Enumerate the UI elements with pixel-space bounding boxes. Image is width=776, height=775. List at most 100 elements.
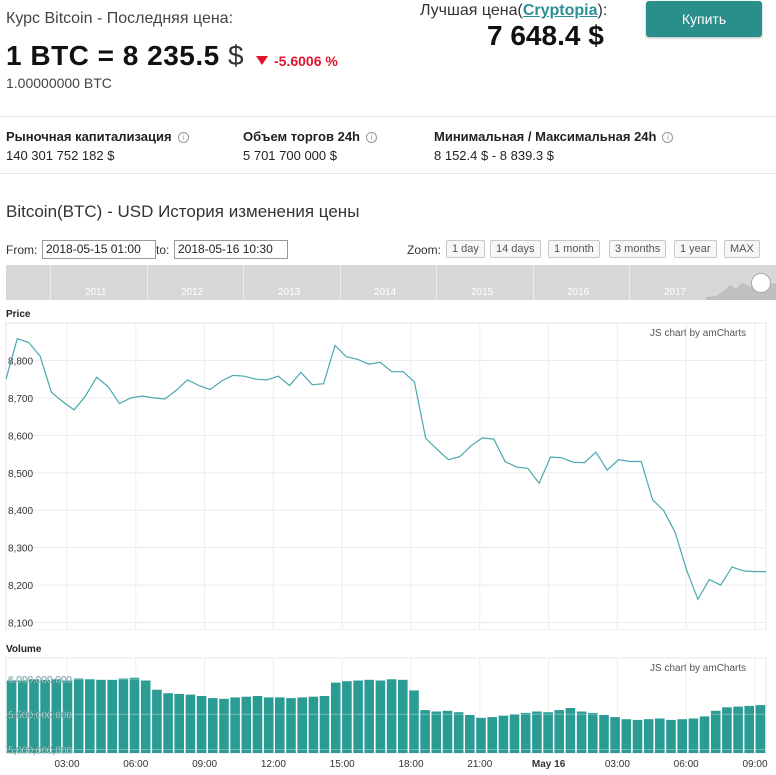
volume-bar — [655, 718, 665, 753]
zoom-14-days-button[interactable]: 14 days — [490, 240, 541, 258]
chart-navigator[interactable]: 2011 2012 2013 2014 2015 2016 2017 — [6, 265, 776, 300]
best-price-label-suffix: ): — [597, 2, 608, 19]
volume-bar — [465, 715, 475, 753]
volume-bar — [744, 705, 754, 753]
y-tick-label: 6,000,000,000 — [8, 675, 72, 686]
volume-bar — [330, 682, 341, 753]
navigator-year: 2012 — [181, 287, 204, 298]
navigator-divider — [147, 265, 148, 300]
y-tick-label: 8,300 — [8, 544, 33, 555]
volume-bar — [364, 679, 374, 753]
volume-bar — [453, 712, 464, 753]
price-panel-title: Price — [6, 309, 31, 320]
volume-bar — [722, 707, 732, 753]
navigator-year: 2015 — [471, 287, 494, 298]
volume-bar — [40, 679, 50, 753]
navigator-divider — [243, 265, 244, 300]
info-icon[interactable]: i — [662, 132, 674, 143]
from-date-input[interactable]: 2018-05-15 01:00 — [42, 240, 156, 259]
navigator-divider — [50, 265, 51, 300]
volume-24h-value: 5 701 700 000 $ — [243, 148, 337, 163]
y-tick-label: 8,100 — [8, 619, 33, 630]
buy-button[interactable]: Купить — [646, 1, 762, 37]
volume-bar — [588, 712, 598, 753]
volume-bar — [520, 712, 531, 753]
chart-credit[interactable]: JS chart by amCharts — [650, 328, 747, 339]
volume-24h-label: Объем торгов 24h i — [243, 129, 377, 144]
volume-bar — [543, 712, 553, 753]
y-tick-label: 8,400 — [8, 506, 33, 517]
volume-bar — [487, 717, 497, 753]
zoom-3-months-button[interactable]: 3 months — [609, 240, 667, 258]
volume-bar — [610, 717, 620, 753]
volume-bar — [599, 715, 609, 753]
to-date-input[interactable]: 2018-05-16 10:30 — [174, 240, 288, 259]
volume-bar — [6, 680, 17, 753]
plot-area — [5, 657, 767, 754]
volume-bar — [118, 678, 129, 753]
volume-bar — [554, 710, 564, 753]
info-icon[interactable]: i — [177, 132, 189, 143]
zoom-1-year-button[interactable]: 1 year — [674, 240, 717, 258]
volume-bar — [140, 680, 151, 753]
x-tick-label: 03:00 — [54, 759, 79, 770]
volume-bar — [532, 711, 542, 753]
volume-bar — [241, 696, 252, 753]
volume-bar — [185, 694, 196, 753]
y-tick-label: 8,800 — [8, 356, 33, 367]
volume-bar — [420, 710, 430, 753]
best-price-label: Лучшая цена(Cryptopia): — [420, 2, 607, 20]
volume-bar — [565, 708, 576, 753]
volume-bar — [733, 706, 743, 753]
volume-bar — [230, 697, 240, 753]
zoom-1-month-button[interactable]: 1 month — [548, 240, 600, 258]
volume-bar — [275, 697, 285, 753]
navigator-handle[interactable] — [751, 273, 771, 293]
volume-bar — [219, 698, 229, 753]
volume-bar — [62, 680, 73, 753]
volume-24h-label-text: Объем торгов 24h — [243, 129, 360, 144]
volume-bar — [677, 719, 687, 753]
y-tick-label: 8,500 — [8, 469, 33, 480]
navigator-divider — [436, 265, 437, 300]
x-tick-label: 15:00 — [330, 759, 355, 770]
price-line — [5, 337, 766, 601]
volume-bar — [688, 718, 699, 753]
info-icon[interactable]: i — [366, 132, 377, 143]
volume-panel-title: Volume — [6, 644, 42, 655]
volume-bar — [442, 710, 453, 753]
volume-bar — [476, 717, 486, 753]
volume-bar — [386, 679, 397, 753]
volume-bar — [319, 696, 330, 753]
y-tick-label: 8,700 — [8, 394, 33, 405]
volume-bar — [643, 719, 654, 753]
zoom-1-day-button[interactable]: 1 day — [446, 240, 485, 258]
x-tick-label: 06:00 — [674, 759, 699, 770]
volume-bar — [252, 696, 263, 753]
volume-bar — [29, 679, 39, 753]
volume-bar — [85, 679, 95, 753]
price-change-value: -5.6006 % — [274, 53, 338, 69]
exchange-link[interactable]: Cryptopia — [522, 2, 598, 19]
chart-section-title: Bitcoin(BTC) - USD История изменения цен… — [6, 202, 360, 221]
to-label: to: — [156, 243, 170, 257]
plot-area — [5, 322, 767, 630]
zoom-max-button[interactable]: MAX — [724, 240, 760, 258]
y-tick-label: 8,200 — [8, 581, 33, 592]
chart-credit[interactable]: JS chart by amCharts — [650, 663, 747, 674]
price-chart: 8,100 8,200 8,300 8,400 8,500 8,600 8,700 8,800 — [5, 322, 767, 630]
market-cap-label-text: Рыночная капитализация — [6, 129, 172, 144]
y-tick-label: 8,600 — [8, 431, 33, 442]
min-max-24h-value: 8 152.4 $ - 8 839.3 $ — [434, 148, 554, 163]
volume-bar — [18, 680, 28, 753]
x-tick-label: 21:00 — [467, 759, 492, 770]
market-cap-value: 140 301 752 182 $ — [6, 148, 115, 163]
volume-bar — [263, 697, 274, 753]
divider — [0, 116, 776, 117]
volume-bar — [431, 711, 442, 753]
volume-bar — [498, 715, 509, 753]
volume-bar — [353, 680, 363, 753]
x-tick-label: 12:00 — [261, 759, 286, 770]
volume-bar — [375, 680, 386, 753]
volume-bar — [755, 705, 766, 753]
